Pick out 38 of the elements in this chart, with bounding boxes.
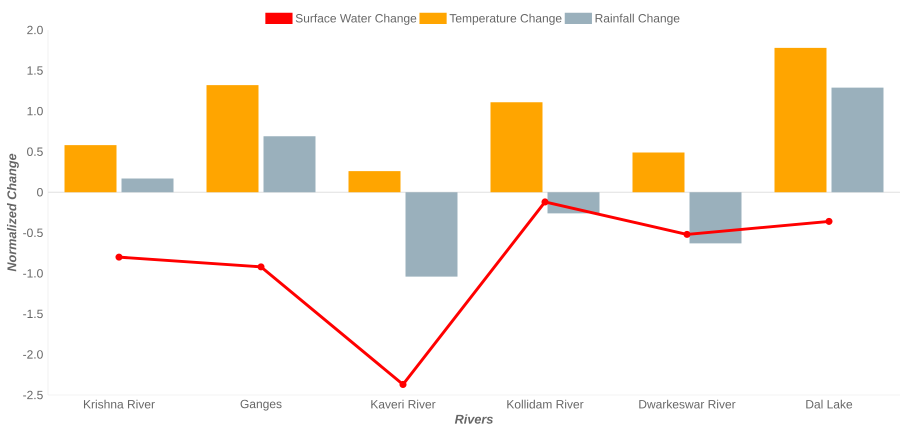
y-tick-label: 2.0: [27, 26, 43, 34]
y-tick-label: -2.0: [23, 350, 43, 359]
y-tick-label: -1.5: [23, 310, 43, 318]
point: [825, 218, 833, 225]
bar: [632, 152, 684, 192]
bar: [206, 85, 259, 192]
y-tick-label: -0.5: [23, 228, 43, 238]
y-axis-title: Normalized Change: [6, 154, 19, 272]
legend-label: Rainfall Change: [596, 14, 680, 25]
x-tick-label: Dal Lake: [806, 400, 852, 409]
bar: [406, 192, 458, 277]
y-tick-label: 0.5: [27, 147, 43, 156]
x-tick-label: Ganges: [240, 400, 282, 411]
bar: [690, 192, 742, 244]
bar: [348, 171, 400, 192]
bar: [774, 48, 826, 192]
bar: [490, 102, 542, 192]
point: [683, 230, 691, 238]
x-axis-title: Rivers: [454, 414, 493, 424]
y-tick-label: 1.0: [28, 106, 43, 116]
point: [399, 380, 407, 388]
legend-label: Temperature Change: [450, 14, 562, 25]
bar: [264, 136, 316, 192]
legend-label: Surface Water Change: [296, 14, 416, 25]
y-tick-label: -2.5: [23, 390, 43, 400]
point: [541, 198, 549, 206]
y-tick-label: -1.0: [23, 269, 43, 278]
x-tick-label: Kollidam River: [507, 400, 584, 409]
bar: [831, 88, 884, 192]
x-tick-label: Krishna River: [84, 400, 155, 409]
y-tick-label: 1.5: [28, 66, 43, 75]
point: [257, 263, 265, 270]
x-tick-label: Kaveri River: [371, 400, 436, 409]
bar: [122, 178, 174, 192]
y-tick-label: 0: [37, 188, 43, 196]
bar: [64, 145, 117, 192]
point: [115, 254, 123, 261]
x-tick-label: Dwarkeswar River: [639, 400, 736, 409]
